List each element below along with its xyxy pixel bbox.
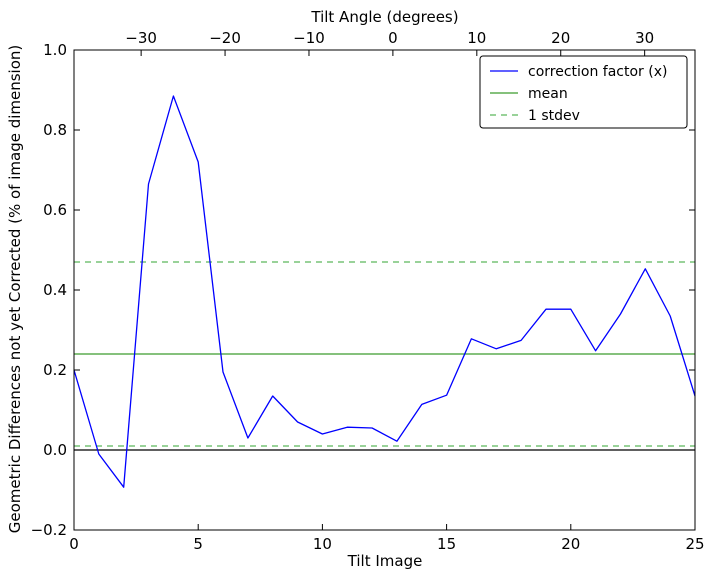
horizontal-lines-layer [74,261,695,447]
ticks-layer: 0 5 10 15 20 25 −0.2 0.0 0.2 0.4 0.6 0.8 1.0 −30 −20 −1… [31,29,705,553]
y-tick-label: 0.4 [43,281,67,299]
top-x-tick-label: 10 [467,29,486,47]
y-tick-label: 1.0 [43,41,67,59]
top-x-axis-title: Tilt Angle (degrees) [310,8,458,26]
legend-label-correction-factor: correction factor (x) [528,64,667,80]
x-tick-label: 5 [193,535,203,553]
legend-box [479,55,688,129]
y-tick-label: 0.6 [43,201,67,219]
correction-factor-line [73,95,696,488]
legend-label-mean: mean [528,86,568,102]
top-x-tick-label: 20 [551,29,570,47]
x-tick-label: 20 [561,535,580,553]
legend-label-1-stdev: 1 stdev [528,108,580,124]
y-tick-label: 0.0 [43,441,67,459]
x-tick-label: 15 [437,535,456,553]
top-x-tick-label: −20 [209,29,241,47]
top-x-tick-label: 0 [388,29,398,47]
x-tick-label: 10 [313,535,332,553]
y-tick-label: 0.8 [43,121,67,139]
y-tick-label: 0.2 [43,361,67,379]
top-x-tick-label: 30 [635,29,654,47]
x-tick-label: 25 [685,535,704,553]
y-tick-label: −0.2 [31,521,67,539]
series-layer [73,95,696,488]
x-tick-label: 0 [69,535,79,553]
y-axis-title: Geometric Differences not yet Corrected … [6,45,24,534]
top-x-tick-label: −30 [125,29,157,47]
x-axis-title: Tilt Image [347,552,423,570]
legend: correction factor (x) mean 1 stdev [479,55,688,129]
top-x-tick-label: −10 [293,29,325,47]
